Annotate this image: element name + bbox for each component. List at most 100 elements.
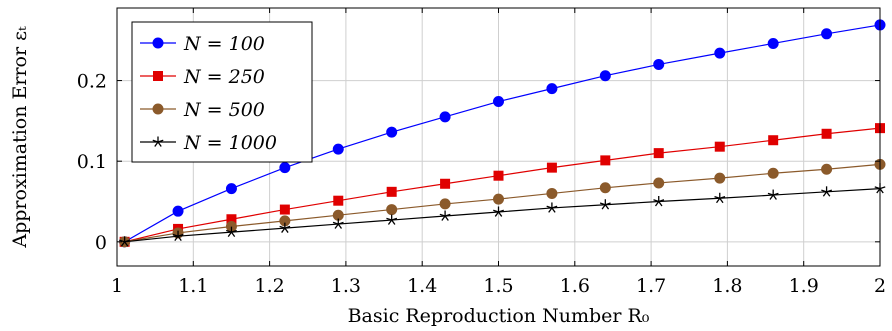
data-point [172,205,184,217]
y-tick-label: 0.2 [77,71,107,93]
legend-label: N = 1000 [183,132,277,154]
data-point [821,186,833,197]
x-tick-label: 1.2 [254,275,284,297]
data-point [767,37,779,49]
axis-ticks: 1 1.1 1.2 1.3 1.4 1.5 1.6 1.7 1.8 1.9 2 0 0.1 0.2 [77,8,886,297]
data-point [821,128,832,139]
star-marker-arm [551,205,558,209]
data-point [714,192,726,204]
star-marker-arm [157,141,162,147]
legend-marker [152,37,164,49]
x-axis-title: Basic Reproduction Number R₀ [348,305,650,327]
star-marker-arm [281,227,286,233]
x-tick-label: 1.4 [407,275,437,297]
data-point [333,195,344,206]
data-point [600,155,611,166]
star-marker-arm [387,219,393,225]
star-marker-arm [284,227,289,233]
star-marker-arm [444,213,451,217]
series-3 [119,183,886,247]
series-layer [119,19,886,248]
data-point [546,83,558,95]
data-point [279,162,291,174]
star-marker-arm [654,201,660,207]
x-tick-label: 1.3 [331,275,361,297]
star-marker-arm [338,221,344,225]
star-marker-arm [604,204,610,210]
star-marker-arm [119,239,125,243]
legend-marker [152,136,164,147]
data-point [439,198,451,210]
legend-entry: N = 500 [140,99,265,121]
legend: N = 100 N = 250 N = 500 N = 1000 [131,21,313,163]
data-point [546,187,558,199]
star-marker-arm [231,229,237,233]
star-marker-arm [230,231,236,237]
x-tick-label: 1.5 [483,275,513,297]
data-point [714,47,726,59]
star-marker-arm [658,199,665,203]
star-marker-arm [154,141,159,147]
star-marker-arm [826,189,833,193]
star-marker-arm [124,239,131,243]
legend-marker [153,71,163,81]
data-point [821,163,833,175]
data-point [714,172,726,184]
star-marker-arm [822,191,828,197]
star-marker-arm [879,188,884,194]
data-point [653,58,665,70]
star-marker-arm [714,195,720,199]
data-point [332,143,344,155]
data-point [119,236,131,247]
data-point [493,170,504,181]
x-tick-label: 1.1 [178,275,208,297]
star-marker-arm [391,219,396,225]
data-point [225,183,237,195]
star-marker-arm [391,217,398,221]
data-point [386,214,398,225]
x-tick-label: 1.6 [560,275,590,297]
data-point [493,96,504,108]
legend-label: N = 100 [183,33,265,55]
x-tick-label: 2 [874,275,886,297]
legend-label: N = 250 [183,66,265,88]
star-marker-arm [177,235,182,242]
star-marker-arm [772,192,779,196]
star-marker-arm [548,207,553,213]
star-marker-arm [879,186,886,190]
legend-entry: N = 100 [140,33,265,55]
star-marker-arm [497,211,503,217]
data-point [653,177,665,189]
legend-entry: N = 250 [140,66,265,88]
data-point [768,135,779,146]
data-point [546,162,557,173]
data-point [653,148,664,159]
series-0 [119,19,886,248]
star-marker-arm [772,194,777,200]
star-marker-arm [874,186,881,190]
y-tick-label: 0 [95,232,107,254]
x-tick-label: 1.8 [712,275,742,297]
star-marker-arm [769,194,774,200]
star-marker-arm [767,192,774,196]
star-marker-arm [439,213,446,217]
data-point [493,206,504,217]
data-point [440,178,451,189]
star-marker-arm [494,211,500,217]
star-marker-arm [172,233,179,237]
data-point [767,189,779,200]
star-marker-arm [120,241,126,247]
x-tick-label: 1 [111,275,123,297]
data-point [279,222,291,233]
star-marker-arm [279,225,286,229]
star-marker-arm [546,205,553,209]
star-marker-arm [653,199,659,203]
star-marker-arm [177,233,184,237]
x-tick-label: 1.9 [789,275,819,297]
star-marker-arm [599,202,606,206]
legend-marker [152,103,164,115]
data-point [386,204,398,216]
data-point [226,226,237,237]
star-marker-arm [227,231,232,237]
